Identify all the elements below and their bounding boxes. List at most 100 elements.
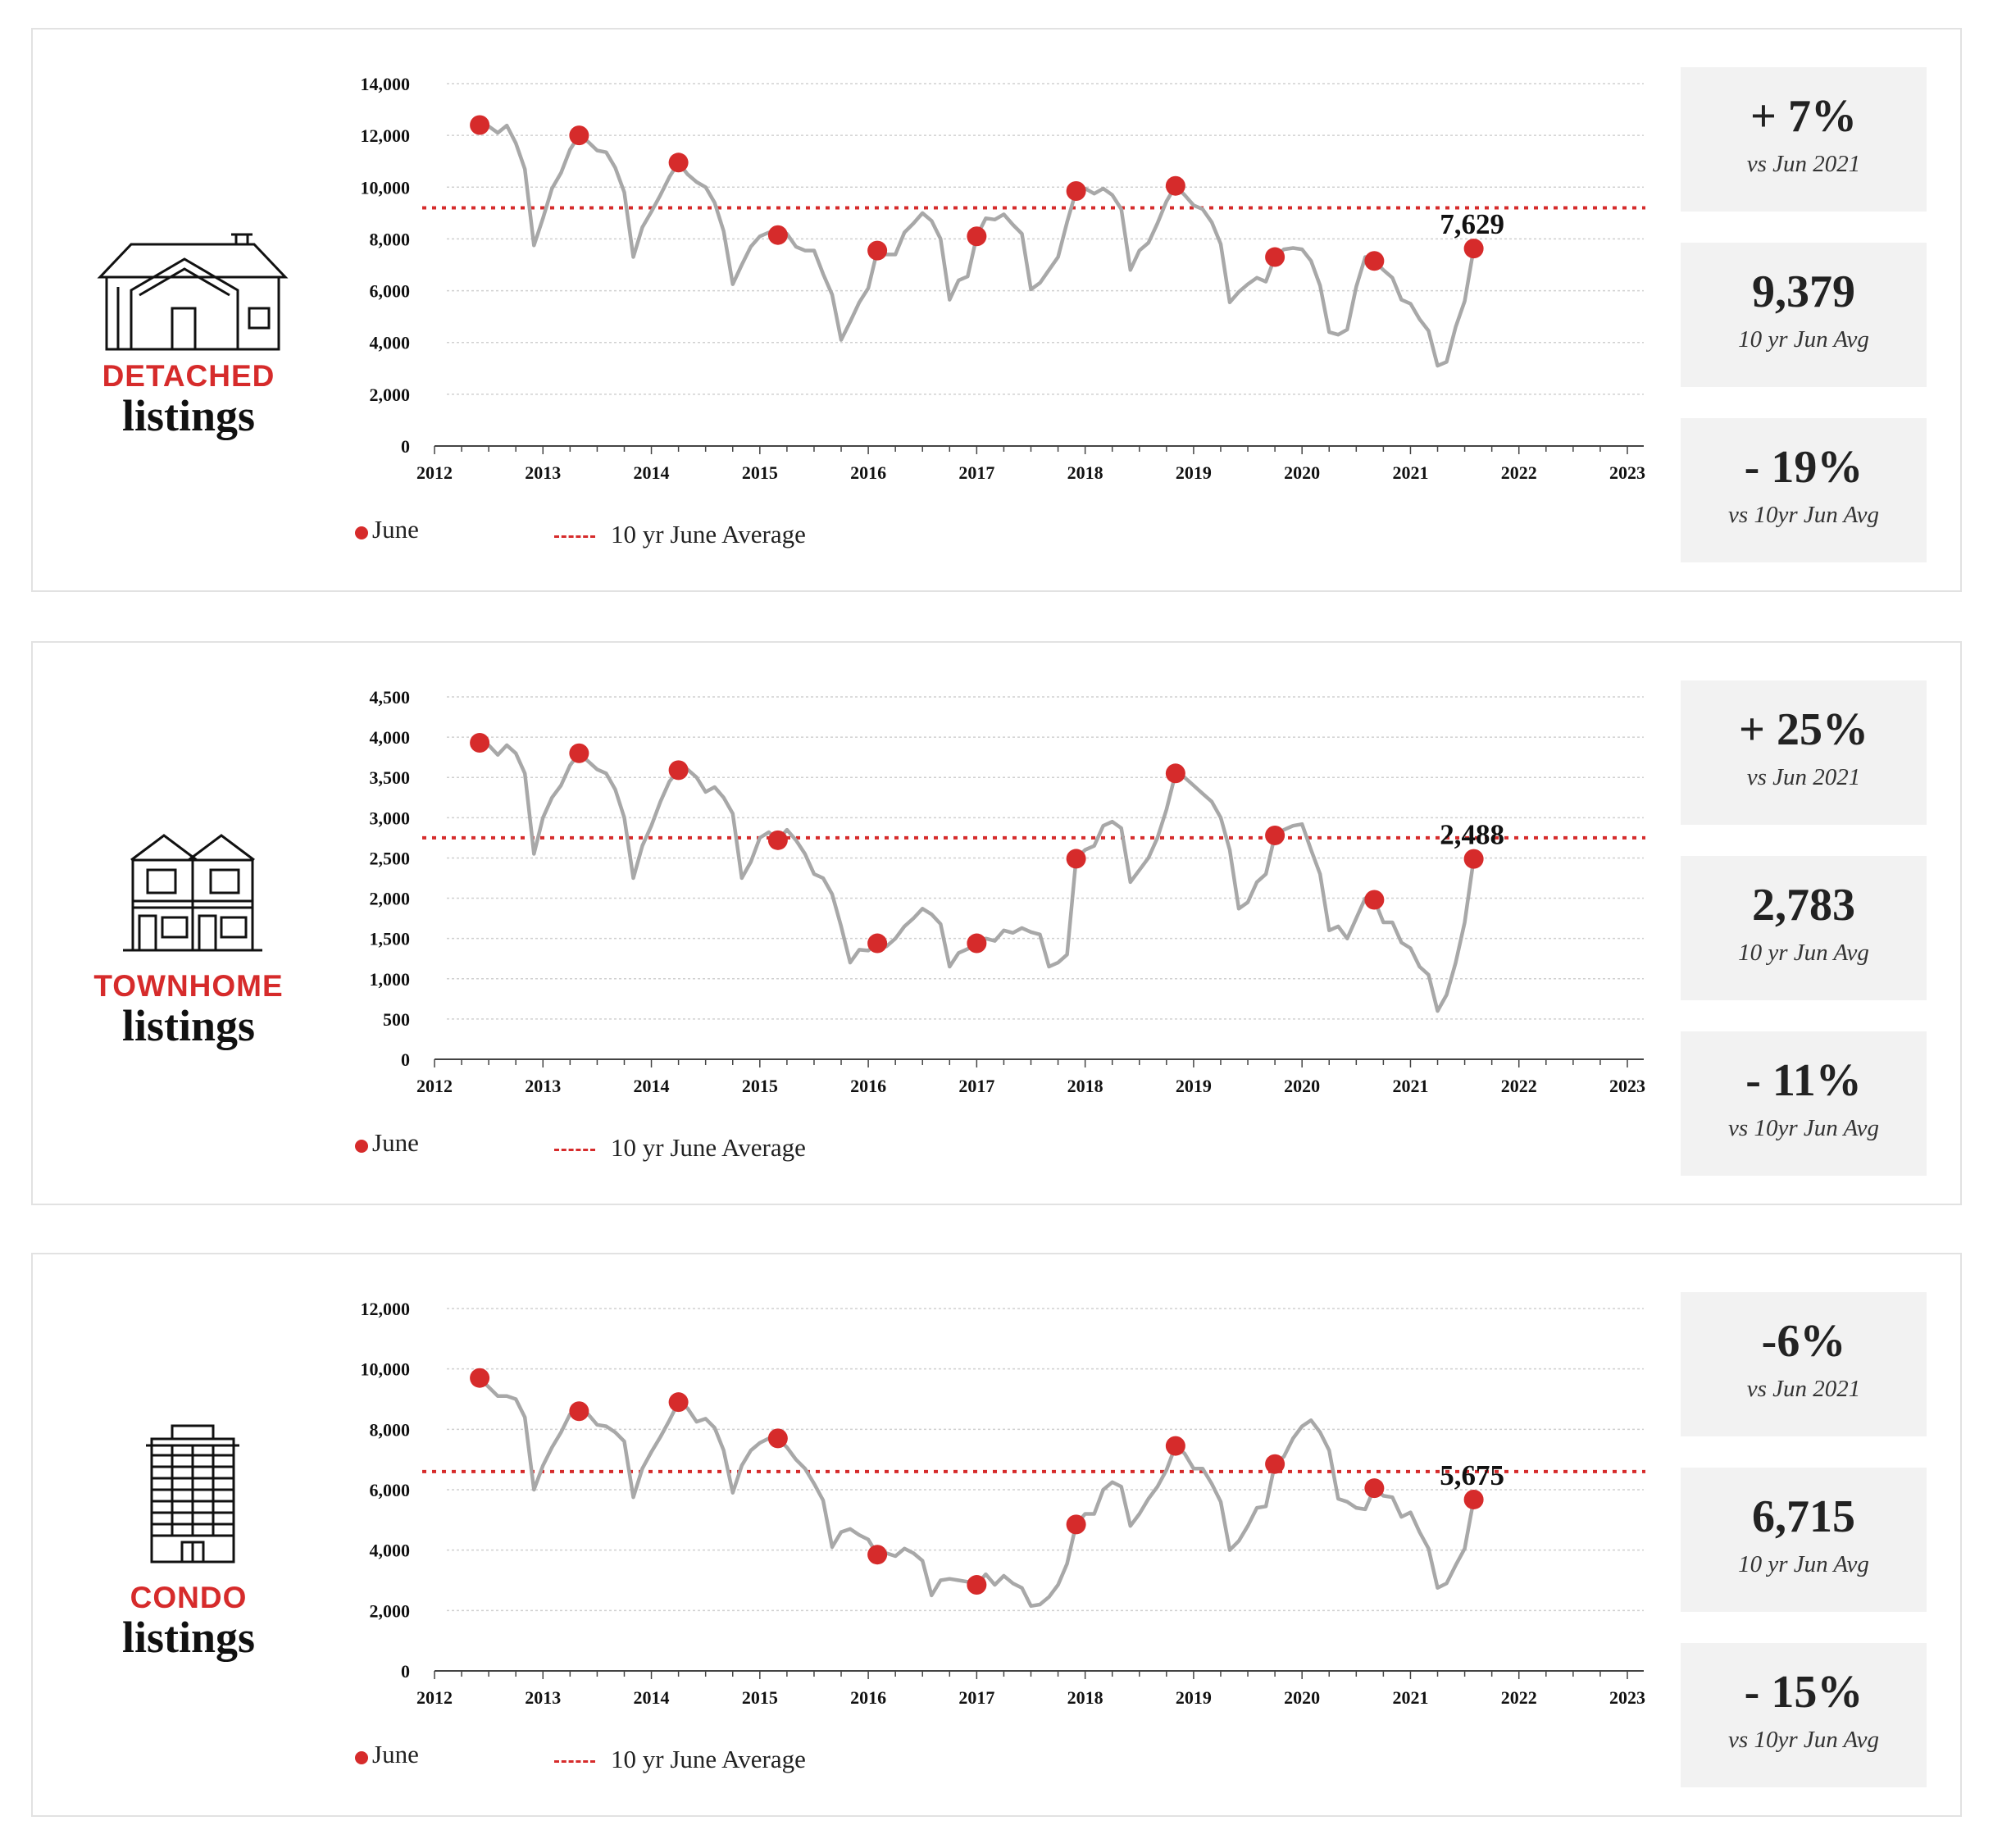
x-tick-label: 2021 — [1392, 1687, 1428, 1708]
stat-value: 6,715 — [1752, 1491, 1855, 1542]
x-tick-label: 2020 — [1284, 462, 1320, 483]
x-tick-label: 2018 — [1067, 1076, 1103, 1096]
x-tick-label: 2014 — [634, 462, 670, 483]
y-tick-label: 0 — [401, 1049, 410, 1070]
x-tick-label: 2012 — [416, 1076, 453, 1096]
y-tick-label: 6,000 — [370, 1480, 411, 1500]
stat-label: vs Jun 2021 — [1746, 151, 1861, 177]
x-tick-label: 2013 — [525, 1687, 561, 1708]
x-tick-label: 2015 — [742, 462, 778, 483]
y-tick-label: 8,000 — [370, 229, 411, 249]
y-tick-label: 12,000 — [361, 125, 411, 146]
x-tick-label: 2022 — [1501, 1076, 1537, 1096]
stat-vs-10yr-average: - 15% vs 10yr Jun Avg — [1681, 1643, 1927, 1787]
june-point — [967, 1575, 987, 1595]
june-point — [668, 1392, 689, 1413]
latest-value-label: 2,488 — [1440, 819, 1504, 851]
x-tick-label: 2012 — [416, 1687, 453, 1708]
y-tick-label: 4,000 — [370, 333, 411, 353]
condo-building-icon — [82, 1422, 303, 1586]
latest-value-label: 5,675 — [1440, 1459, 1504, 1491]
detached-house-icon — [82, 218, 303, 382]
panel-townhome: TOWNHOME listings 4,500 4,000 3,500 3,000 2,… — [31, 641, 1962, 1205]
june-point — [1265, 247, 1285, 267]
y-tick-label: 4,000 — [370, 727, 411, 748]
category-label: TOWNHOME — [93, 969, 284, 1003]
y-tick-label: 0 — [401, 436, 410, 457]
x-tick-label: 2020 — [1284, 1076, 1320, 1096]
stat-value: - 19% — [1744, 442, 1863, 493]
x-tick-label: 2023 — [1609, 462, 1645, 483]
detached-chart: 14,00012,00010,0008,0006,0004,0002,00002… — [361, 74, 1645, 483]
june-point — [1165, 175, 1185, 196]
townhome-chart: 4,500 4,000 3,500 3,000 2,500 2,000 1,500 1,000… — [370, 687, 1645, 1096]
x-tick-label: 2021 — [1392, 462, 1428, 483]
condo-chart: 12,000 10,000 8,000 6,000 4,000 2,000 0 2012 201… — [361, 1299, 1645, 1708]
y-tick-label: 12,000 — [361, 1299, 411, 1319]
june-point — [1364, 890, 1385, 910]
latest-value-label: 7,629 — [1440, 208, 1504, 240]
x-tick-label: 2016 — [850, 1076, 886, 1096]
legend-june-marker — [355, 526, 368, 539]
june-point — [967, 933, 987, 954]
stat-label: 10 yr Jun Avg — [1738, 940, 1869, 966]
x-tick-label: 2023 — [1609, 1687, 1645, 1708]
june-point — [767, 1428, 788, 1449]
x-tick-label: 2017 — [958, 1687, 994, 1708]
stat-label: vs 10yr Jun Avg — [1728, 502, 1879, 528]
y-tick-label: 10,000 — [361, 1359, 411, 1380]
legend-average-marker — [554, 535, 595, 538]
category-label: CONDO — [130, 1581, 248, 1614]
x-tick-label: 2013 — [525, 462, 561, 483]
june-point — [967, 226, 987, 247]
y-tick-label: 500 — [383, 1009, 410, 1030]
x-tick-label: 2017 — [958, 462, 994, 483]
x-tick-label: 2022 — [1501, 1687, 1537, 1708]
june-point — [470, 1368, 490, 1388]
x-tick-label: 2015 — [742, 1687, 778, 1708]
stat-vs-last-year: -6% vs Jun 2021 — [1681, 1292, 1927, 1436]
legend-average-label: 10 yr June Average — [611, 1133, 806, 1162]
y-tick-label: 1,500 — [370, 929, 411, 949]
townhome-icon — [82, 827, 303, 991]
y-tick-label: 6,000 — [370, 281, 411, 302]
stat-value: 2,783 — [1752, 880, 1855, 931]
x-tick-label: 2018 — [1067, 462, 1103, 483]
stat-vs-last-year: + 7% vs Jun 2021 — [1681, 67, 1927, 212]
legend-june-label: June — [372, 1128, 419, 1157]
stat-label: vs Jun 2021 — [1746, 1376, 1861, 1402]
y-tick-label: 0 — [401, 1661, 410, 1682]
panel-detached: DETACHED listings 14,000 12,000 10,000 8,00… — [31, 28, 1962, 592]
june-point — [569, 1401, 589, 1422]
y-tick-label: 10,000 — [361, 177, 411, 198]
stat-value: + 7% — [1750, 91, 1857, 142]
june-point — [1463, 849, 1484, 869]
june-point — [668, 760, 689, 781]
june-point — [1066, 849, 1086, 869]
stat-value: -6% — [1761, 1316, 1846, 1367]
y-tick-label: 2,000 — [370, 385, 411, 405]
y-tick-label: 1,000 — [370, 969, 411, 990]
stat-10yr-average: 2,783 10 yr Jun Avg — [1681, 856, 1927, 1000]
legend-average-label: 10 yr June Average — [611, 1745, 806, 1773]
stat-value: - 11% — [1745, 1055, 1862, 1106]
x-tick-label: 2014 — [634, 1687, 670, 1708]
june-point — [767, 830, 788, 850]
june-point — [867, 1545, 888, 1565]
x-tick-label: 2018 — [1067, 1687, 1103, 1708]
legend-june-marker — [355, 1751, 368, 1764]
june-point — [1364, 1478, 1385, 1499]
june-point — [569, 743, 589, 763]
y-tick-label: 2,000 — [370, 1600, 411, 1621]
june-point — [1265, 825, 1285, 845]
stat-10yr-average: 9,379 10 yr Jun Avg — [1681, 243, 1927, 387]
stat-vs-10yr-average: - 19% vs 10yr Jun Avg — [1681, 418, 1927, 562]
stat-value: - 15% — [1744, 1667, 1863, 1718]
category-subtitle: listings — [121, 391, 256, 440]
listings-series-line — [478, 1377, 1476, 1609]
legend-june-label: June — [372, 515, 419, 544]
stat-label: 10 yr Jun Avg — [1738, 326, 1869, 353]
x-tick-label: 2019 — [1176, 1687, 1212, 1708]
y-tick-label: 4,500 — [370, 687, 411, 708]
x-tick-label: 2019 — [1176, 1076, 1212, 1096]
